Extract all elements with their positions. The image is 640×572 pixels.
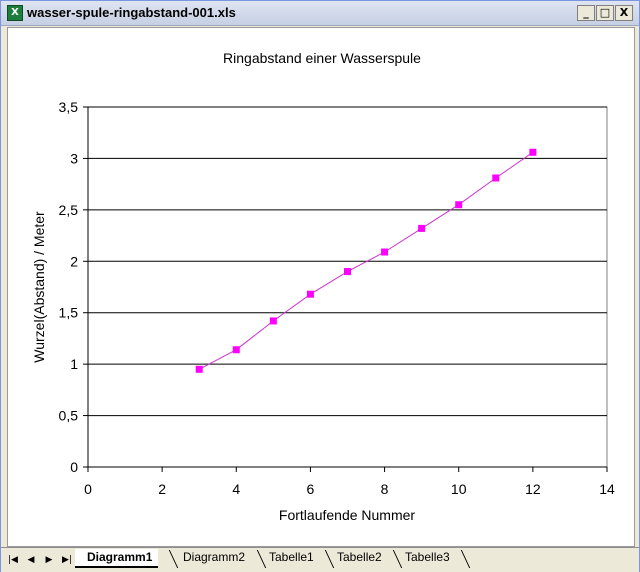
x-tick-label: 6 <box>307 481 315 497</box>
y-tick-label: 0 <box>70 459 78 475</box>
data-point[interactable] <box>529 148 537 156</box>
data-point[interactable] <box>455 201 463 209</box>
tab-tabelle3[interactable]: Tabelle3 <box>405 550 450 564</box>
tab-diagramm1[interactable]: Diagramm1 <box>75 549 159 568</box>
title-bar[interactable]: X wasser-spule-ringabstand-001.xls _ □ X <box>1 1 639 26</box>
x-tick-label: 10 <box>451 481 467 497</box>
y-tick-label: 3 <box>70 150 78 166</box>
excel-icon[interactable]: X <box>7 5 23 21</box>
data-point[interactable] <box>306 290 314 298</box>
chart-title: Ringabstand einer Wasserspule <box>223 50 421 66</box>
y-tick-label: 1,5 <box>59 305 79 321</box>
tab-separator <box>460 550 471 568</box>
data-point[interactable] <box>418 224 426 232</box>
y-tick-label: 3,5 <box>59 99 79 115</box>
minimize-button[interactable]: _ <box>577 5 595 21</box>
gridlines <box>88 106 607 417</box>
y-axis-label: Wurzel(Abstand) / Meter <box>31 211 47 363</box>
tab-tabelle2[interactable]: Tabelle2 <box>337 550 382 564</box>
tick-labels: 0 0,5 1 1,5 2 2,5 3 3,5 0 2 4 6 8 10 12 14 <box>59 99 615 497</box>
x-tick-label: 12 <box>525 481 541 497</box>
x-tick-label: 4 <box>232 481 240 497</box>
y-tick-label: 2 <box>70 253 78 269</box>
chart-area[interactable]: 0 0,5 1 1,5 2 2,5 3 3,5 0 2 4 6 8 10 12 14 Ringabstand … <box>7 27 635 547</box>
series-line[interactable] <box>198 151 534 370</box>
data-point[interactable] <box>232 346 240 354</box>
y-tick-label: 1 <box>70 356 78 372</box>
series-group[interactable] <box>195 148 537 373</box>
close-button[interactable]: X <box>615 5 633 21</box>
data-point[interactable] <box>195 365 203 373</box>
x-tick-label: 14 <box>599 481 615 497</box>
x-axis-label: Fortlaufende Nummer <box>279 507 416 523</box>
data-point[interactable] <box>344 268 351 276</box>
data-point[interactable] <box>381 248 389 256</box>
window-title: wasser-spule-ringabstand-001.xls <box>27 5 236 20</box>
next-sheet-button[interactable]: ▶ <box>45 555 53 565</box>
last-sheet-button[interactable]: ▶| <box>62 555 72 565</box>
axes <box>83 106 608 472</box>
first-sheet-button[interactable]: |◀ <box>8 555 18 565</box>
x-tick-label: 0 <box>84 481 92 497</box>
sheet-tab-bar: |◀ ◀ ▶ ▶| Diagramm1 Diagramm2 Tabelle1 T… <box>1 547 639 572</box>
tab-diagramm2[interactable]: Diagramm2 <box>183 550 246 564</box>
prev-sheet-button[interactable]: ◀ <box>27 555 35 565</box>
plot-area[interactable] <box>87 106 608 468</box>
restore-button[interactable]: □ <box>596 5 614 21</box>
tab-tabelle1[interactable]: Tabelle1 <box>269 550 314 564</box>
x-tick-label: 2 <box>158 481 166 497</box>
y-tick-label: 0,5 <box>59 408 79 424</box>
y-tick-label: 2,5 <box>59 202 79 218</box>
chart-svg: 0 0,5 1 1,5 2 2,5 3 3,5 0 2 4 6 8 10 12 14 Ringabstand … <box>31 50 615 523</box>
x-tick-label: 8 <box>381 481 389 497</box>
data-point[interactable] <box>492 174 500 182</box>
data-point[interactable] <box>269 317 277 325</box>
